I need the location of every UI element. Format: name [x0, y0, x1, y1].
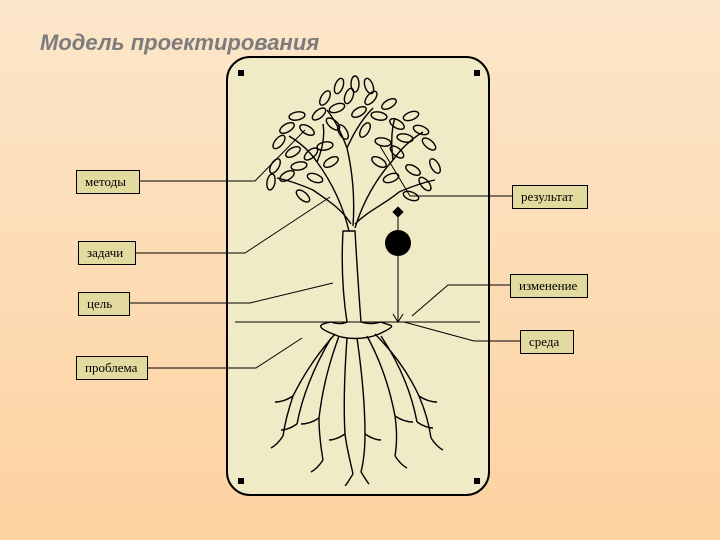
label-problem: проблема: [76, 356, 148, 380]
label-result: результат: [512, 185, 588, 209]
label-medium: среда: [520, 330, 574, 354]
page-title: Модель проектирования: [40, 30, 319, 56]
label-change: изменение: [510, 274, 588, 298]
label-tasks: задачи: [78, 241, 136, 265]
label-methods: методы: [76, 170, 140, 194]
label-goal: цель: [78, 292, 130, 316]
tree-illustration: [235, 66, 481, 486]
